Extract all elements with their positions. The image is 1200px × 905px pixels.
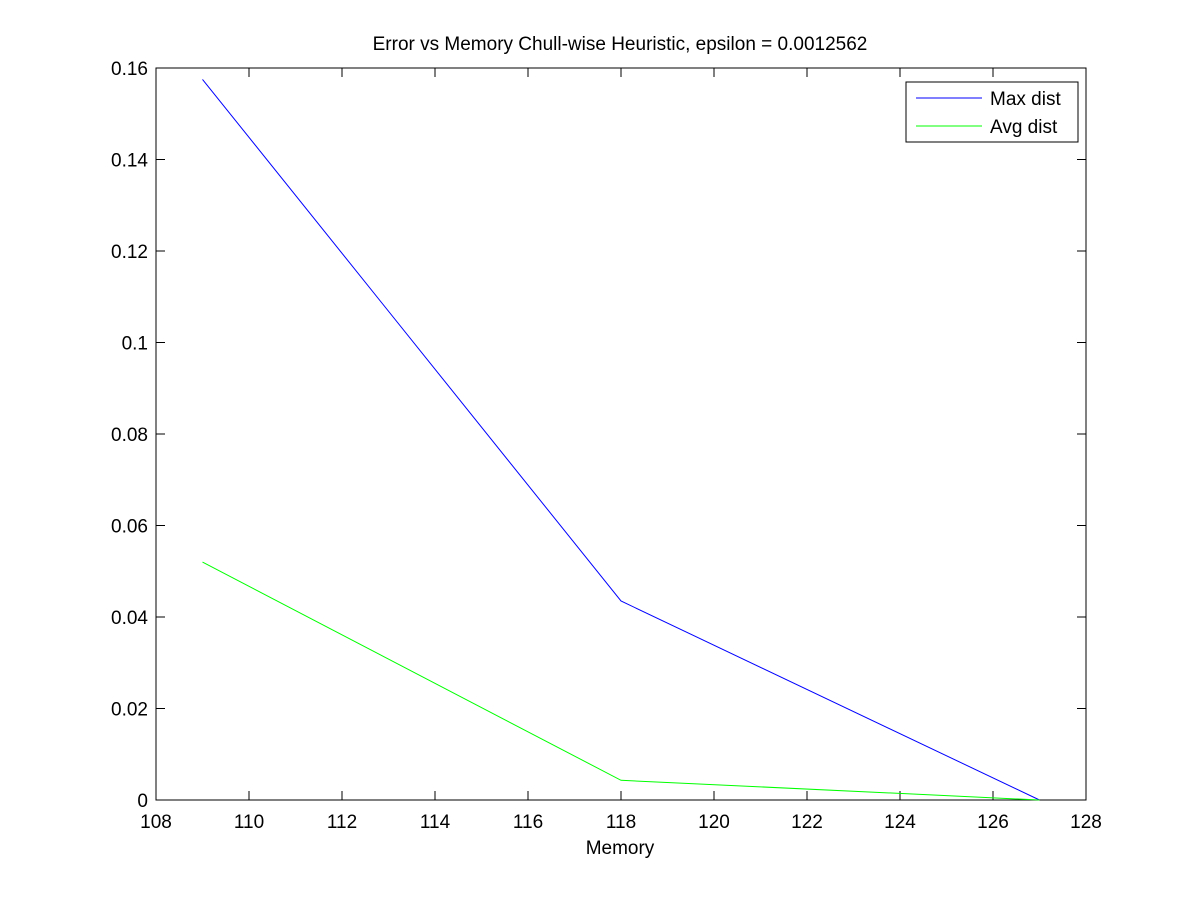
y-tick-label: 0.08 bbox=[111, 425, 148, 446]
x-axis-label: Memory bbox=[586, 838, 655, 859]
x-tick-label: 114 bbox=[420, 812, 451, 833]
y-tick-label: 0.14 bbox=[111, 151, 148, 172]
x-tick-label: 108 bbox=[140, 812, 172, 833]
series-lines bbox=[202, 79, 1040, 801]
plot-area bbox=[155, 67, 1087, 801]
x-tick-label: 126 bbox=[977, 812, 1009, 833]
x-tick-label: 116 bbox=[513, 812, 543, 833]
y-tick-label: 0 bbox=[137, 791, 148, 812]
y-tick-label: 0.1 bbox=[122, 334, 148, 355]
chart-title: Error vs Memory Chull-wise Heuristic, ep… bbox=[373, 34, 868, 55]
legend: Max dist Avg dist bbox=[905, 81, 1079, 143]
x-tick-label: 118 bbox=[606, 812, 636, 833]
x-tick-label: 124 bbox=[884, 812, 916, 833]
y-tick-label: 0.06 bbox=[111, 517, 148, 538]
legend-label: Max dist bbox=[990, 89, 1061, 110]
y-tick-label: 0.16 bbox=[111, 59, 148, 80]
series-line-avg-dist bbox=[202, 561, 1040, 801]
y-tick-label: 0.04 bbox=[111, 608, 148, 629]
x-tick-label: 122 bbox=[791, 812, 823, 833]
y-tick-label: 0.02 bbox=[111, 700, 148, 721]
x-tick-label: 112 bbox=[327, 812, 357, 833]
x-tick-label: 120 bbox=[698, 812, 730, 833]
legend-label: Avg dist bbox=[990, 117, 1058, 138]
y-tick-label: 0.12 bbox=[111, 242, 148, 263]
x-tick-label: 110 bbox=[234, 812, 264, 833]
x-tick-label: 128 bbox=[1070, 812, 1102, 833]
series-line-max-dist bbox=[202, 79, 1040, 801]
ticks: 108 110 112 114 116 118 120 122 124 126 128 0 0.02 0.… bbox=[111, 59, 1102, 833]
legend-box bbox=[905, 81, 1079, 143]
